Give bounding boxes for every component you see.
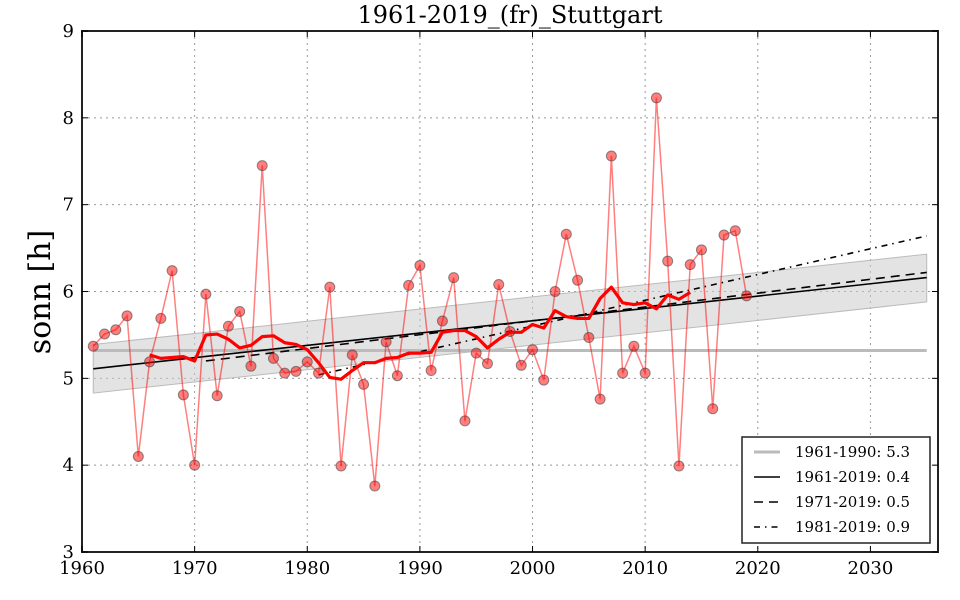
data-point: [155, 312, 167, 324]
data-point: [741, 290, 753, 302]
ticks: 1960 1970 1980 1990 2000 2010 2020 2030 3 4 5 6 7 8 9: [59, 21, 938, 579]
data-point: [538, 374, 550, 386]
data-point: [504, 325, 516, 337]
data-point: [594, 393, 606, 405]
data-point: [436, 315, 448, 327]
data-point: [211, 390, 223, 402]
data-point: [403, 279, 415, 291]
data-point: [695, 244, 707, 256]
data-point: [707, 403, 719, 415]
smoothed-line: [149, 285, 692, 381]
data-point: [346, 349, 358, 361]
data-point: [414, 259, 426, 271]
legend-box: [741, 436, 931, 544]
data-point: [617, 367, 629, 379]
data-point: [369, 480, 381, 492]
data-point: [301, 356, 313, 368]
y-tick-label: 9: [63, 21, 74, 42]
data-point: [459, 415, 471, 427]
data-point: [527, 344, 539, 356]
data-point: [279, 367, 291, 379]
x-tick-label: 1990: [397, 558, 443, 579]
lines-layer: [92, 97, 927, 487]
data-point: [673, 460, 685, 472]
data-point: [639, 367, 651, 379]
data-point: [650, 92, 662, 104]
data-point: [313, 367, 325, 379]
legend-label: 1961-2019: 0.4: [795, 468, 910, 486]
data-point: [481, 358, 493, 370]
data-point: [425, 365, 437, 377]
data-point: [267, 352, 279, 364]
y-tick-label: 8: [63, 108, 74, 129]
data-point: [121, 310, 133, 322]
x-tick-label: 2010: [622, 558, 668, 579]
data-point: [572, 274, 584, 286]
x-tick-label: 1960: [59, 558, 105, 579]
data-point: [515, 359, 527, 371]
data-point: [729, 225, 741, 237]
x-tick-label: 2030: [848, 558, 894, 579]
data-point: [256, 160, 268, 172]
data-point: [684, 259, 696, 271]
data-point: [290, 365, 302, 377]
legend-label: 1961-1990: 5.3: [795, 443, 910, 461]
data-point: [189, 459, 201, 471]
y-axis-label: sonn [h]: [23, 230, 58, 354]
x-tick-label: 1980: [284, 558, 330, 579]
data-point: [470, 347, 482, 359]
data-point: [234, 305, 246, 317]
data-point: [144, 356, 156, 368]
data-point: [583, 332, 595, 344]
x-tick-label: 1970: [172, 558, 218, 579]
x-tick-label: 2000: [510, 558, 556, 579]
data-point: [335, 460, 347, 472]
data-point: [380, 336, 392, 348]
legend: 1961-1990: 5.3 1961-2019: 0.4 1971-2019: 0…: [741, 436, 931, 544]
y-tick-label: 4: [63, 455, 74, 476]
trend-line-dashdot: [318, 235, 927, 376]
data-point: [200, 288, 212, 300]
data-point: [718, 229, 730, 241]
y-tick-label: 6: [63, 282, 74, 303]
data-point: [324, 281, 336, 293]
data-point: [99, 328, 111, 340]
chart-title: 1961-2019_(fr)_Stuttgart: [358, 1, 663, 29]
data-point: [493, 279, 505, 291]
data-point: [177, 389, 189, 401]
data-point: [391, 370, 403, 382]
legend-label: 1971-2019: 0.5: [795, 493, 910, 511]
y-tick-label: 5: [63, 368, 74, 389]
data-point: [560, 228, 572, 240]
data-point: [87, 340, 99, 352]
data-point: [132, 450, 144, 462]
x-tick-label: 2020: [735, 558, 781, 579]
y-tick-label: 3: [63, 542, 74, 563]
data-point: [110, 324, 122, 336]
y-tick-label: 7: [63, 195, 74, 216]
data-point: [549, 286, 561, 297]
points-layer: [87, 92, 753, 492]
data-point: [166, 265, 178, 277]
data-point: [628, 340, 640, 352]
data-point: [605, 150, 617, 162]
data-point: [245, 360, 257, 372]
legend-label: 1981-2019: 0.9: [795, 518, 910, 536]
data-point: [222, 320, 234, 332]
data-point: [662, 255, 674, 267]
data-point: [448, 272, 460, 284]
data-point: [358, 378, 370, 390]
